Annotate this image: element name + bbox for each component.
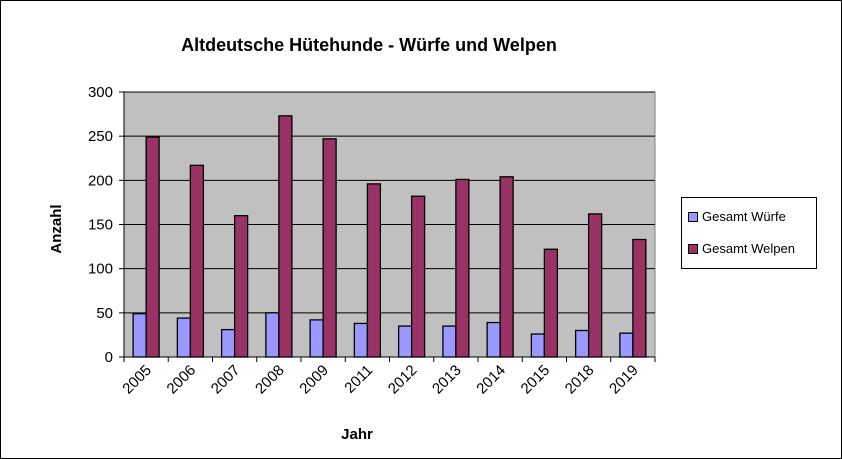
y-tick-label: 200 [88,172,113,189]
bar-wuerfe-2012 [397,325,413,358]
legend-label: Gesamt Würfe [702,209,786,224]
bar-wuerfe-2013 [442,325,457,358]
x-tick-label: 2014 [473,362,509,398]
bar-welpen-2011 [366,183,382,358]
bar-welpen-2006 [189,164,205,358]
bar-welpen-2007 [233,215,249,358]
legend-label: Gesamt Welpen [702,241,795,256]
legend-item-wuerfe: Gesamt Würfe [688,209,786,224]
legend: Gesamt Würfe Gesamt Welpen [681,197,817,269]
bar-welpen-2013 [455,178,470,358]
legend-item-welpen: Gesamt Welpen [688,241,795,256]
x-tick-label: 2015 [518,362,554,398]
bar-wuerfe-2011 [353,322,369,358]
bar-wuerfe-2015 [530,333,546,358]
y-tick-label: 300 [88,84,113,101]
bar-wuerfe-2008 [265,312,280,358]
y-tick-label: 0 [105,349,113,366]
x-axis-label: Jahr [341,426,373,443]
bar-wuerfe-2019 [619,332,634,358]
bar-wuerfe-2005 [132,313,147,358]
x-tick-label: 2009 [296,362,332,398]
x-tick-label: 2011 [341,362,376,397]
y-tick-label: 250 [88,128,113,145]
legend-swatch [688,211,698,222]
bar-welpen-2015 [543,248,559,358]
x-tick-label: 2012 [385,362,421,398]
bar-wuerfe-2018 [574,329,590,358]
bar-wuerfe-2014 [486,321,501,358]
y-tick-label: 150 [88,217,113,234]
bar-welpen-2018 [587,213,603,358]
chart-title: Altdeutsche Hütehunde - Würfe und Welpen [181,35,557,55]
bar-wuerfe-2009 [309,319,324,358]
legend-swatch [688,243,698,254]
x-tick-label: 2019 [606,362,642,398]
x-tick-label: 2008 [252,362,288,398]
bar-welpen-2012 [410,195,426,358]
y-tick-label: 50 [96,305,113,322]
bar-welpen-2009 [322,138,337,358]
y-axis-label: Anzahl [48,204,65,253]
x-tick-label: 2013 [429,362,465,398]
bar-welpen-2019 [632,238,647,358]
y-tick-label: 100 [88,261,113,278]
x-tick-label: 2007 [208,362,244,398]
bar-wuerfe-2007 [220,328,236,358]
x-tick-label: 2018 [562,362,598,398]
x-tick-label: 2005 [119,362,155,398]
x-tick-label: 2006 [164,362,200,398]
bar-welpen-2005 [145,136,160,358]
bar-welpen-2008 [278,115,293,358]
bar-wuerfe-2006 [176,317,192,358]
bar-welpen-2014 [499,176,514,358]
